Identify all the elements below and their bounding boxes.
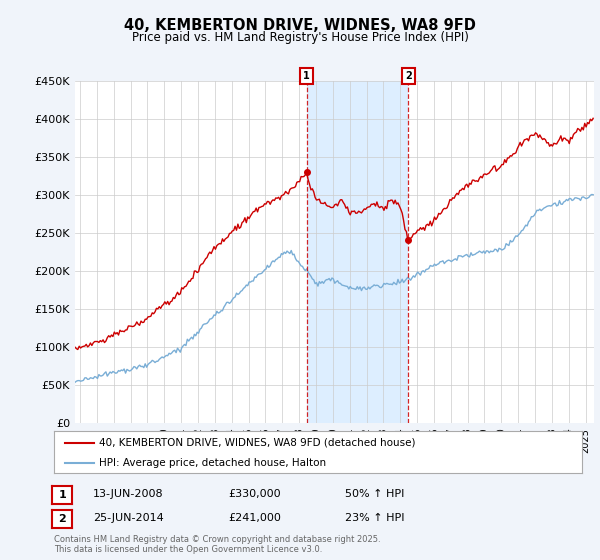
Text: 13-JUN-2008: 13-JUN-2008 xyxy=(93,489,164,499)
Bar xyxy=(307,81,409,423)
Text: Contains HM Land Registry data © Crown copyright and database right 2025.
This d: Contains HM Land Registry data © Crown c… xyxy=(54,535,380,554)
Text: 40, KEMBERTON DRIVE, WIDNES, WA8 9FD: 40, KEMBERTON DRIVE, WIDNES, WA8 9FD xyxy=(124,18,476,33)
Text: £330,000: £330,000 xyxy=(228,489,281,499)
Text: 25-JUN-2014: 25-JUN-2014 xyxy=(93,513,164,523)
Text: HPI: Average price, detached house, Halton: HPI: Average price, detached house, Halt… xyxy=(99,458,326,468)
Text: 50% ↑ HPI: 50% ↑ HPI xyxy=(345,489,404,499)
Text: 1: 1 xyxy=(304,71,310,81)
Text: 40, KEMBERTON DRIVE, WIDNES, WA8 9FD (detached house): 40, KEMBERTON DRIVE, WIDNES, WA8 9FD (de… xyxy=(99,438,415,448)
Text: Price paid vs. HM Land Registry's House Price Index (HPI): Price paid vs. HM Land Registry's House … xyxy=(131,31,469,44)
Text: 1: 1 xyxy=(58,490,66,500)
Text: 2: 2 xyxy=(405,71,412,81)
Text: 2: 2 xyxy=(58,514,66,524)
Text: 23% ↑ HPI: 23% ↑ HPI xyxy=(345,513,404,523)
Text: £241,000: £241,000 xyxy=(228,513,281,523)
